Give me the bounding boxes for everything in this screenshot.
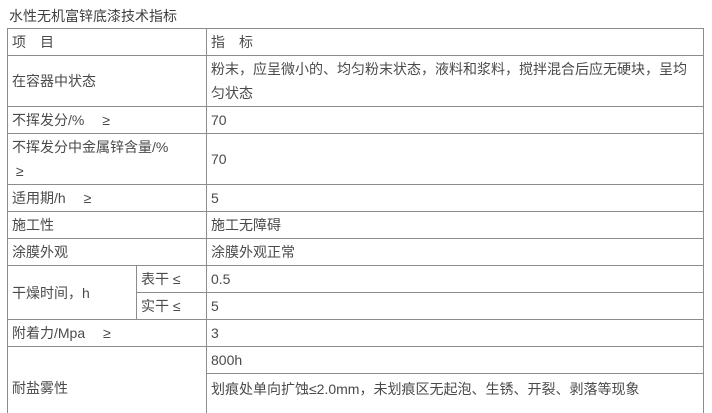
spec-table: 项 目 指 标 在容器中状态 粉末，应呈微小的、均匀粉末状态，液料和浆料，搅拌混… <box>7 28 704 413</box>
container-state-label-cell: 在容器中状态 <box>7 55 207 107</box>
drying-time-label-cell: 干燥时间，h <box>7 265 137 320</box>
row-drying-time-hard: 实干 ≤ 5 <box>8 292 704 320</box>
pot-life-label-cell: 适用期/h ≥ <box>7 184 207 212</box>
film-appearance-label-cell: 涂膜外观 <box>7 238 207 266</box>
nonvolatile-label-cell: 不挥发分/% ≥ <box>7 106 207 134</box>
zinc-content-value-cell: 70 <box>206 133 704 185</box>
row-zinc-content: 不挥发分中金属锌含量/% ≥ 70 <box>7 133 704 185</box>
surface-dry-value-cell: 0.5 <box>206 265 704 293</box>
surface-dry-label-cell: 表干 ≤ <box>136 265 207 293</box>
nonvolatile-value-cell: 70 <box>206 106 704 134</box>
salt-spray-label-cell: 耐盐雾性 <box>7 346 207 413</box>
header-indicator-cell: 指 标 <box>206 28 704 56</box>
zinc-content-label-cell: 不挥发分中金属锌含量/% ≥ <box>7 133 207 185</box>
container-state-value-cell: 粉末，应呈微小的、均匀粉末状态，液料和浆料，搅拌混合后应无硬块，呈均匀状态 <box>206 55 704 107</box>
row-container-state: 在容器中状态 粉末，应呈微小的、均匀粉末状态，液料和浆料，搅拌混合后应无硬块，呈… <box>7 55 704 107</box>
row-drying-time-surface: 干燥时间，h 表干 ≤ 0.5 <box>7 265 704 320</box>
pot-life-value-cell: 5 <box>206 184 704 212</box>
row-salt-spray-duration: 耐盐雾性 800h <box>7 346 704 413</box>
row-film-appearance: 涂膜外观 涂膜外观正常 <box>7 238 704 266</box>
row-workability: 施工性 施工无障碍 <box>7 211 704 239</box>
page-title: 水性无机富锌底漆技术指标 <box>9 8 177 24</box>
hard-dry-value-cell: 5 <box>206 292 704 320</box>
row-pot-life: 适用期/h ≥ 5 <box>7 184 704 212</box>
salt-spray-duration-cell: 800h <box>206 346 704 374</box>
salt-spray-result-cell: 划痕处单向扩蚀≤2.0mm，未划痕区无起泡、生锈、开裂、剥落等现象 <box>206 373 704 413</box>
workability-value-cell: 施工无障碍 <box>206 211 704 239</box>
workability-label-cell: 施工性 <box>7 211 207 239</box>
row-salt-spray-result: 划痕处单向扩蚀≤2.0mm，未划痕区无起泡、生锈、开裂、剥落等现象 <box>8 373 704 413</box>
film-appearance-value-cell: 涂膜外观正常 <box>206 238 704 266</box>
hard-dry-label-cell: 实干 ≤ <box>136 292 207 320</box>
header-item-cell: 项 目 <box>7 28 207 56</box>
table-header-row: 项 目 指 标 <box>7 28 704 56</box>
row-adhesion: 附着力/Mpa ≥ 3 <box>7 319 704 347</box>
adhesion-value-cell: 3 <box>206 319 704 347</box>
row-nonvolatile-content: 不挥发分/% ≥ 70 <box>7 106 704 134</box>
adhesion-label-cell: 附着力/Mpa ≥ <box>7 319 207 347</box>
